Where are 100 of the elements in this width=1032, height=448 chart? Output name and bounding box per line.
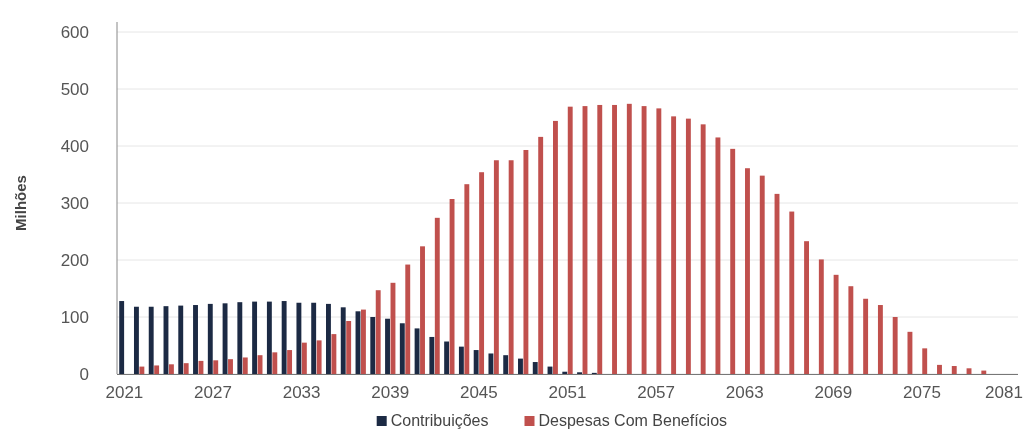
x-tick-label: 2045 bbox=[459, 383, 498, 402]
bar bbox=[207, 303, 213, 374]
bar bbox=[562, 371, 568, 374]
bar bbox=[237, 302, 243, 374]
bar bbox=[759, 175, 765, 374]
bar bbox=[449, 199, 455, 374]
x-tick-label: 2057 bbox=[637, 383, 676, 402]
bar bbox=[178, 305, 184, 374]
bar bbox=[429, 336, 435, 374]
bar bbox=[287, 350, 293, 374]
x-tick-label: 2063 bbox=[725, 383, 764, 402]
bar bbox=[508, 160, 514, 374]
y-tick-label: 500 bbox=[60, 79, 89, 99]
bar bbox=[168, 364, 174, 374]
x-tick-label: 2021 bbox=[105, 383, 144, 402]
bar bbox=[523, 149, 529, 374]
bar bbox=[641, 106, 647, 374]
bar bbox=[951, 366, 957, 374]
bar bbox=[296, 302, 302, 374]
bar bbox=[281, 301, 287, 374]
bar bbox=[804, 241, 809, 374]
bar bbox=[242, 357, 248, 374]
bar bbox=[700, 124, 706, 374]
x-tick-label: 2033 bbox=[282, 383, 321, 402]
bar bbox=[252, 301, 258, 374]
bar bbox=[444, 341, 450, 374]
bar bbox=[154, 365, 160, 374]
bar bbox=[597, 104, 603, 374]
y-axis-title: Milhões bbox=[12, 175, 29, 231]
bar bbox=[671, 116, 677, 374]
bar bbox=[266, 301, 272, 374]
bar bbox=[375, 290, 381, 374]
bar bbox=[458, 346, 464, 374]
y-tick-label: 600 bbox=[60, 22, 89, 42]
bar bbox=[892, 317, 898, 374]
y-tick-label: 0 bbox=[79, 364, 89, 384]
bar bbox=[503, 355, 509, 374]
bar bbox=[848, 286, 854, 374]
bar bbox=[420, 246, 425, 374]
bar bbox=[228, 359, 233, 374]
bar bbox=[139, 366, 145, 374]
bar bbox=[405, 264, 411, 374]
bar bbox=[340, 307, 346, 374]
x-tick-label: 2039 bbox=[371, 383, 410, 402]
bar bbox=[213, 360, 219, 374]
bar bbox=[567, 106, 573, 374]
bar bbox=[414, 328, 420, 374]
bar bbox=[730, 148, 736, 374]
y-tick-label: 100 bbox=[60, 307, 89, 327]
bar bbox=[538, 136, 544, 374]
bar bbox=[907, 331, 913, 374]
legend-label: Contribuições bbox=[390, 412, 489, 429]
bar bbox=[434, 217, 440, 374]
bar bbox=[493, 160, 499, 374]
bar bbox=[119, 301, 125, 374]
bar bbox=[818, 259, 824, 374]
bar bbox=[370, 317, 376, 374]
bar bbox=[222, 303, 228, 374]
legend-label: Despesas Com Benefícios bbox=[538, 412, 728, 429]
bar bbox=[612, 104, 617, 374]
bar bbox=[311, 302, 317, 374]
y-tick-label: 300 bbox=[60, 193, 89, 213]
bar bbox=[789, 211, 795, 374]
bar bbox=[385, 318, 390, 374]
x-tick-label: 2075 bbox=[903, 383, 941, 402]
bar bbox=[360, 309, 366, 374]
bar bbox=[877, 305, 883, 374]
bar bbox=[331, 334, 337, 374]
bar bbox=[685, 118, 691, 374]
bar bbox=[922, 348, 928, 374]
x-tick-label: 2051 bbox=[548, 383, 587, 402]
bar bbox=[464, 184, 470, 374]
bar bbox=[479, 172, 485, 374]
bar bbox=[937, 364, 942, 374]
bar bbox=[399, 323, 405, 374]
bar bbox=[715, 137, 721, 374]
bar bbox=[745, 168, 750, 374]
bar bbox=[272, 352, 278, 374]
bar bbox=[346, 320, 352, 374]
bar bbox=[316, 340, 322, 374]
x-tick-label: 2069 bbox=[814, 383, 853, 402]
bar bbox=[532, 362, 538, 374]
bar bbox=[488, 353, 494, 374]
bar bbox=[833, 274, 839, 374]
x-tick-label: 2027 bbox=[194, 383, 232, 402]
bar bbox=[553, 120, 558, 374]
bar bbox=[193, 305, 198, 374]
bar bbox=[148, 306, 154, 374]
bar bbox=[326, 303, 331, 374]
bar bbox=[183, 363, 189, 374]
bar bbox=[133, 306, 139, 374]
bar bbox=[473, 350, 479, 374]
bar bbox=[656, 108, 662, 374]
bar bbox=[863, 298, 869, 374]
bar bbox=[626, 103, 632, 374]
bar bbox=[518, 358, 523, 374]
y-tick-label: 200 bbox=[60, 250, 89, 270]
x-tick-label: 2081 bbox=[985, 383, 1023, 402]
bar bbox=[301, 342, 307, 374]
y-tick-label: 400 bbox=[60, 136, 89, 156]
